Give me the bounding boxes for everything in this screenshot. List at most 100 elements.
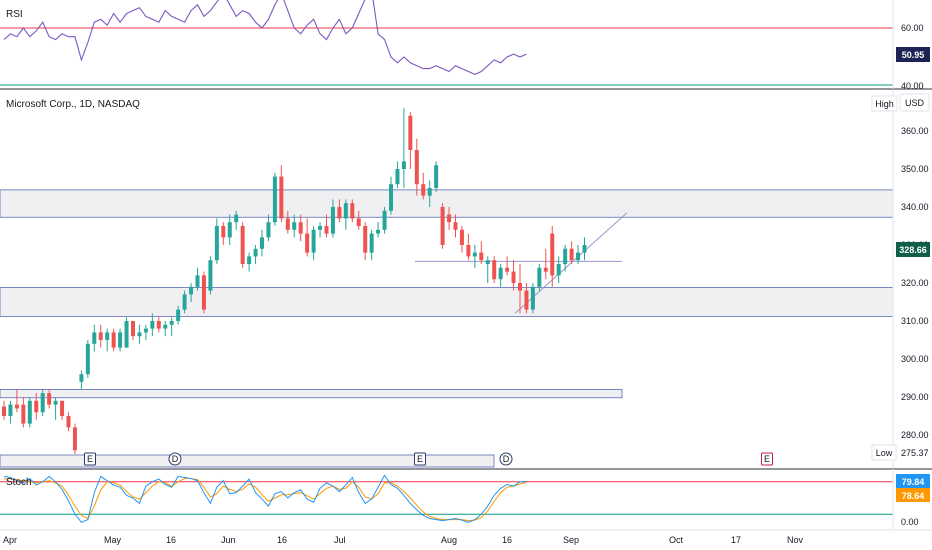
stoch-pane: 0.00 (0, 468, 932, 530)
candle-body (472, 252, 477, 257)
stoch-k-line (3, 474, 527, 523)
candle-body (60, 400, 65, 416)
candle-body (524, 290, 529, 310)
x-tick-label: 16 (502, 535, 512, 545)
candle-body (47, 393, 52, 405)
dividend-marker (499, 452, 513, 466)
candle-body (27, 400, 32, 424)
candle-body (272, 176, 277, 223)
candle-body (492, 260, 497, 280)
stoch-d-line (3, 478, 527, 522)
candle-body (131, 321, 135, 337)
candle-body (440, 207, 445, 245)
candle-body (543, 267, 548, 272)
candle-body (479, 252, 484, 261)
candle-body (298, 222, 303, 234)
candle-body (343, 203, 348, 219)
candle-body (292, 222, 297, 230)
x-tick-label: 17 (731, 535, 741, 545)
price-tick-label: 340.00 (901, 202, 929, 212)
candle-body (550, 233, 555, 276)
candle-body (401, 161, 406, 169)
low-badge (871, 444, 897, 461)
currency-label: USD (905, 98, 925, 108)
candle-body (40, 393, 45, 413)
candle-body (356, 218, 361, 226)
candle-body (234, 214, 239, 223)
candle-body (137, 332, 142, 337)
candle-body (53, 400, 58, 405)
x-tick-label: Nov (787, 535, 804, 545)
candle-body (221, 226, 226, 238)
price-tick-label: 280.00 (901, 430, 929, 440)
x-tick-label: Apr (3, 535, 17, 545)
candle-body (459, 229, 464, 245)
candle-body (330, 207, 335, 234)
event-marker-label: D (172, 454, 179, 464)
candle-body (518, 283, 522, 291)
candle-body (324, 226, 329, 234)
rsi-value-tag (896, 47, 930, 62)
rsi-pane: 60.00 40.00 (0, 0, 932, 91)
candle-body (285, 218, 290, 230)
candle-body (14, 404, 19, 409)
candle-body (124, 321, 129, 348)
stoch-tick-label: 0.00 (901, 517, 919, 527)
candle-body (389, 184, 393, 211)
event-marker-label: E (417, 454, 423, 464)
candle-body (79, 374, 84, 382)
price-tick-label: 290.00 (901, 392, 929, 402)
price-tick-label: 360.00 (901, 126, 929, 136)
candle-body (247, 256, 252, 264)
candle-body (414, 150, 419, 185)
candle-body (98, 332, 103, 340)
candle-body (111, 332, 116, 348)
candle-body (447, 214, 452, 223)
candle-body (453, 222, 458, 230)
x-tick-label: 16 (277, 535, 287, 545)
high-badge (871, 95, 898, 112)
candle-body (208, 260, 213, 291)
earnings-marker (414, 452, 426, 466)
rsi-value: 50.95 (902, 50, 925, 60)
candle-body (118, 332, 123, 348)
price-tick-label: 310.00 (901, 316, 929, 326)
candle-body (311, 229, 316, 253)
high-label: High (875, 99, 894, 109)
event-marker-label: E (87, 454, 93, 464)
candle-body (427, 188, 432, 196)
candle-body (34, 400, 39, 413)
candle-body (582, 245, 587, 253)
candle-body (369, 233, 374, 253)
candle-body (576, 252, 581, 261)
candle-body (21, 404, 26, 424)
candle-body (253, 248, 258, 257)
candle-body (569, 248, 574, 261)
event-marker-label: E (764, 454, 770, 464)
earnings-marker (761, 452, 773, 466)
x-tick-label: May (104, 535, 122, 545)
candle-body (266, 222, 271, 238)
candle-body (201, 275, 206, 310)
candle-body (337, 207, 342, 219)
candle-body (530, 286, 535, 310)
x-tick-label: Aug (441, 535, 457, 545)
candle-body (195, 275, 200, 287)
stoch-label: Stoch (6, 477, 32, 488)
candle-body (227, 222, 232, 238)
candle-body (2, 406, 6, 416)
candle-body (421, 184, 426, 196)
candle-body (150, 321, 155, 329)
candle-body (279, 176, 284, 219)
candle-body (498, 267, 503, 280)
currency-button[interactable] (899, 93, 930, 112)
candle-body (363, 226, 368, 253)
stoch-k-tag (896, 474, 930, 488)
symbol-label[interactable]: Microsoft Corp., 1D, NASDAQ (6, 99, 140, 110)
candle-body (156, 321, 161, 329)
candle-body (466, 245, 471, 257)
rsi-tick-label: 60.00 (901, 23, 924, 33)
candle-body (511, 271, 516, 283)
event-marker-label: D (503, 454, 510, 464)
candle-body (537, 267, 542, 287)
